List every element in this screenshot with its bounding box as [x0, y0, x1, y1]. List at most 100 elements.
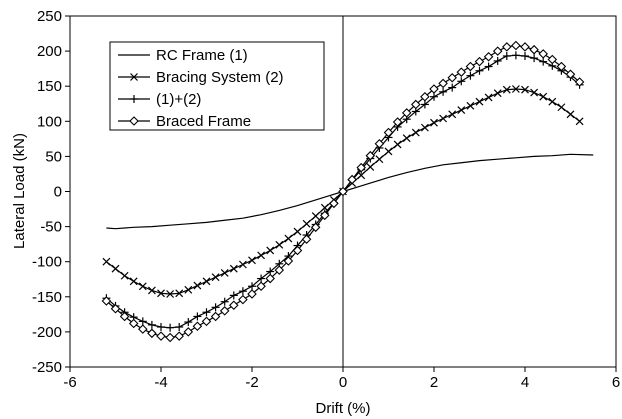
series-point — [211, 273, 220, 282]
series-point — [275, 240, 284, 249]
series-point — [238, 260, 247, 269]
series-point — [392, 117, 403, 127]
series-point — [210, 311, 221, 322]
series-point — [238, 287, 247, 296]
series-point — [548, 97, 557, 106]
series-point — [183, 327, 194, 337]
series-point — [184, 318, 193, 327]
series-point — [147, 328, 157, 339]
y-tick-label: -50 — [40, 219, 62, 236]
y-axis-title: Lateral Load (kN) — [11, 133, 28, 249]
legend-label: RC Frame (1) — [156, 47, 248, 64]
series-point — [302, 219, 311, 228]
series-point — [430, 118, 438, 127]
y-tick-label: -100 — [32, 254, 62, 271]
series-point — [411, 128, 420, 137]
series-point — [502, 85, 511, 94]
legend-item: Bracing System (2) — [118, 69, 284, 86]
y-tick-label: 50 — [45, 148, 62, 165]
series-point — [375, 155, 384, 164]
legend-marker — [130, 95, 138, 103]
series-point — [156, 331, 166, 341]
series-point — [128, 318, 139, 329]
y-tick-label: 150 — [37, 78, 62, 95]
x-tick-label: -4 — [154, 374, 167, 391]
series-point — [166, 290, 175, 298]
series-point — [220, 269, 229, 277]
series-point — [466, 101, 475, 110]
series-point — [101, 296, 112, 306]
series-point — [219, 306, 230, 316]
series-point — [238, 294, 248, 305]
y-axis-ticks: -250 -200 -150 -100 -50 0 50 100 150 200 250 — [32, 8, 70, 376]
series-point — [138, 282, 147, 291]
series-point — [284, 234, 293, 243]
series-point — [293, 227, 302, 236]
series-point — [565, 69, 576, 80]
legend: RC Frame (1) Bracing System (2) (1)+(2) Bra… — [109, 41, 325, 131]
series-point — [556, 61, 567, 72]
series-point — [502, 42, 512, 52]
series-point — [457, 106, 466, 114]
y-tick-label: 200 — [37, 43, 62, 60]
series-point — [147, 286, 156, 295]
series-point — [430, 92, 438, 101]
series-point — [166, 323, 175, 332]
series-point — [193, 281, 202, 290]
series-point — [475, 97, 484, 106]
y-tick-label: -150 — [32, 289, 62, 306]
x-tick-label: -6 — [63, 374, 76, 391]
series-point — [338, 186, 348, 197]
series-point — [457, 77, 466, 86]
series-point — [521, 52, 529, 61]
series-point — [575, 117, 584, 126]
x-axis-title: Drift (%) — [316, 400, 371, 417]
series-point — [420, 100, 429, 109]
series-point — [247, 289, 257, 299]
series-point — [256, 281, 266, 292]
series-point — [511, 51, 520, 60]
legend-label: (1)+(2) — [156, 91, 201, 108]
series-point — [538, 49, 548, 59]
series-point — [310, 222, 321, 233]
series-point — [157, 289, 165, 298]
series-point — [466, 71, 475, 80]
series-point — [311, 212, 320, 220]
series-point — [492, 46, 503, 56]
series-point — [465, 61, 476, 72]
series-point — [165, 332, 175, 343]
series-point — [129, 277, 138, 286]
series-point — [521, 85, 529, 94]
series-point — [420, 91, 430, 102]
x-tick-label: 4 — [521, 374, 529, 391]
x-axis-ticks: -6 -4 -2 0 2 4 6 — [63, 367, 620, 391]
legend-label: Braced Frame — [156, 113, 251, 130]
series-point — [257, 251, 266, 260]
series-point — [529, 44, 539, 55]
series-point — [201, 316, 212, 327]
series-point — [192, 321, 203, 332]
series-point — [202, 308, 211, 317]
series-point — [248, 282, 256, 291]
series-point — [119, 311, 130, 322]
series-point — [557, 103, 566, 112]
series-point — [292, 245, 303, 256]
series-point — [229, 291, 238, 300]
series-point — [347, 174, 357, 185]
series-point — [193, 312, 202, 321]
series-point — [184, 285, 193, 294]
series-point — [374, 138, 385, 149]
series-point — [220, 297, 229, 306]
series-point — [411, 99, 421, 110]
series-point — [402, 134, 411, 143]
series-point — [566, 110, 575, 119]
series-point — [174, 331, 184, 341]
series-point — [265, 273, 275, 284]
series-point — [102, 257, 111, 266]
legend-item: Braced Frame — [118, 113, 251, 130]
x-tick-label: -2 — [245, 374, 258, 391]
series-point — [110, 303, 121, 314]
series-point — [257, 274, 266, 283]
series-point — [502, 52, 511, 61]
